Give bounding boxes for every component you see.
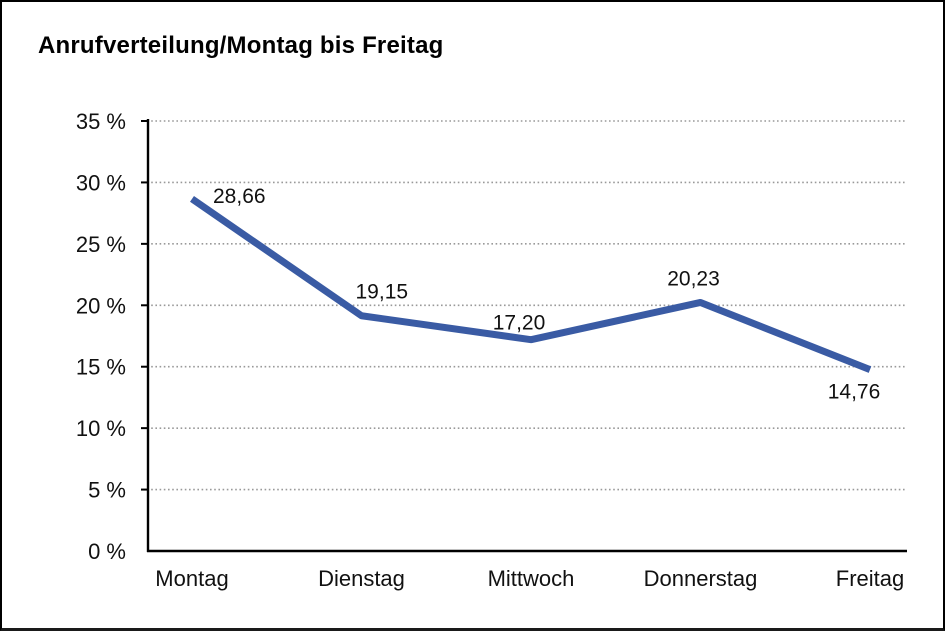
value-label: 19,15 bbox=[356, 281, 409, 304]
value-label: 14,76 bbox=[828, 381, 881, 404]
data-line-series bbox=[190, 196, 872, 373]
y-tick-label: 20 % bbox=[76, 293, 126, 318]
value-label: 17,20 bbox=[493, 312, 546, 335]
y-tick-label: 10 % bbox=[76, 416, 126, 441]
y-tick-label: 25 % bbox=[76, 232, 126, 257]
x-category-label: Donnerstag bbox=[644, 566, 758, 591]
y-tick-label: 0 % bbox=[88, 539, 126, 564]
y-tick-label: 15 % bbox=[76, 355, 126, 380]
value-label: 20,23 bbox=[667, 267, 720, 290]
y-tick-label: 30 % bbox=[76, 170, 126, 195]
value-label: 28,66 bbox=[213, 185, 266, 208]
x-category-label: Montag bbox=[155, 566, 228, 591]
y-tick-label: 35 % bbox=[76, 109, 126, 134]
y-tick-label: 5 % bbox=[88, 478, 126, 503]
chart-title: Anrufverteilung/Montag bis Freitag bbox=[38, 32, 444, 59]
x-category-label: Mittwoch bbox=[488, 566, 575, 591]
x-category-label: Freitag bbox=[836, 566, 904, 591]
x-category-label: Dienstag bbox=[318, 566, 405, 591]
